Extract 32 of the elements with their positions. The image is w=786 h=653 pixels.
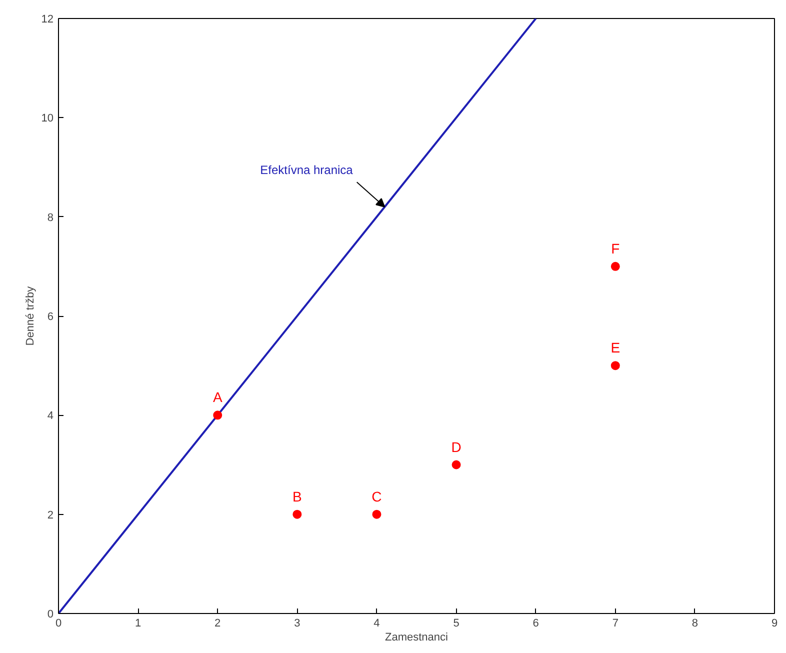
y-tick-label: 0 bbox=[47, 608, 54, 620]
annotation: C bbox=[372, 488, 382, 504]
y-tick-label: 2 bbox=[47, 509, 54, 522]
annotation: A bbox=[212, 389, 223, 406]
x-axis-title: Zamestnanci bbox=[385, 632, 448, 644]
x-tick-label: 3 bbox=[294, 618, 300, 630]
y-tick-label: 4 bbox=[47, 410, 54, 422]
point bbox=[372, 510, 382, 519]
y-tick-label: 10 bbox=[41, 112, 54, 125]
y-tick-label: 8 bbox=[47, 212, 54, 224]
point bbox=[292, 510, 302, 519]
annotation: F bbox=[611, 240, 620, 256]
point bbox=[452, 460, 461, 470]
point bbox=[610, 262, 620, 271]
x-tick-label: 5 bbox=[453, 618, 460, 630]
x-tick-label: 2 bbox=[214, 618, 221, 630]
x-tick-label: 8 bbox=[692, 618, 698, 630]
annotation: D bbox=[451, 438, 462, 455]
x-tick-label: 6 bbox=[532, 618, 539, 630]
annotation: E bbox=[610, 340, 620, 356]
x-tick-label: 0 bbox=[55, 618, 62, 630]
y-tick-label: 12 bbox=[41, 14, 54, 26]
x-tick-label: 7 bbox=[612, 618, 618, 630]
y-tick-label: 6 bbox=[47, 311, 54, 323]
annotation: Efektívna hranica bbox=[260, 163, 354, 178]
x-tick-label: 4 bbox=[374, 618, 380, 630]
annotation: B bbox=[292, 488, 302, 504]
point bbox=[610, 361, 620, 370]
point bbox=[213, 410, 222, 420]
x-tick-label: 9 bbox=[771, 618, 778, 630]
x-tick-label: 1 bbox=[134, 618, 142, 630]
y-axis-title: Denné tržby bbox=[24, 286, 36, 346]
